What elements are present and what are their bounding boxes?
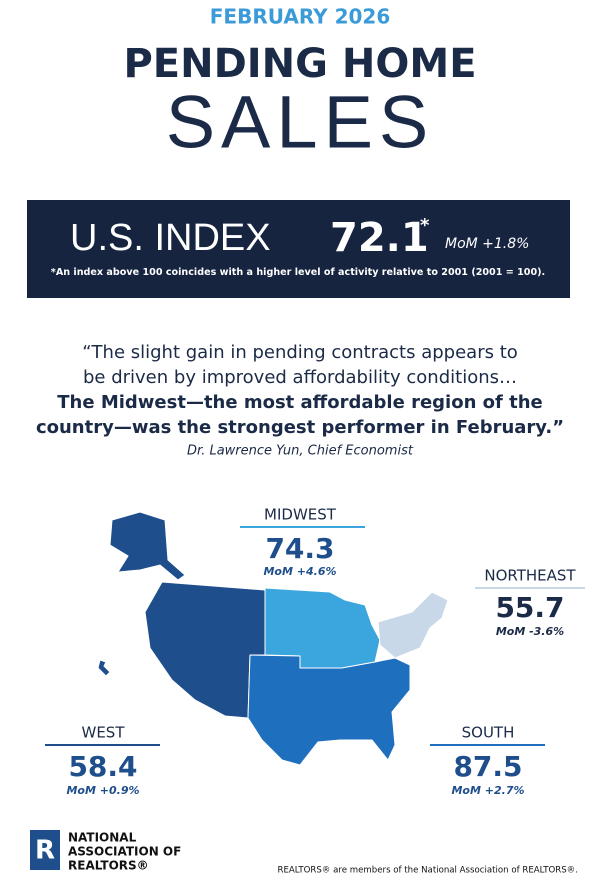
region-index: 87.5 [453, 750, 522, 783]
logo-text: NATIONAL [68, 831, 137, 845]
region-name: NORTHEAST [484, 567, 576, 585]
region-index: 58.4 [68, 750, 137, 783]
west-region [144, 581, 266, 719]
date: FEBRUARY 2026 [210, 5, 391, 29]
region-index: 74.3 [265, 532, 334, 565]
region-name: WEST [82, 724, 126, 742]
northeast-region [377, 591, 449, 659]
index-label: U.S. INDEX [70, 217, 271, 259]
quote-line: be driven by improved affordability cond… [83, 367, 517, 388]
index-value: 72.1 [330, 215, 429, 261]
region-name: MIDWEST [264, 506, 337, 524]
hawaii [97, 659, 111, 677]
attribution: Dr. Lawrence Yun, Chief Economist [187, 444, 414, 459]
logo-text: ASSOCIATION OF [68, 845, 181, 859]
us-map [97, 511, 449, 766]
region-change: MoM +2.7% [451, 784, 524, 797]
index-change: MoM +1.8% [445, 236, 529, 252]
alaska [109, 511, 186, 581]
region-name: SOUTH [462, 724, 515, 742]
quote-line: “The slight gain in pending contracts ap… [82, 342, 518, 363]
quote-line: country—was the strongest performer in F… [36, 417, 564, 438]
region-change: MoM -3.6% [496, 625, 564, 638]
south-region [247, 654, 411, 766]
title: PENDING HOME [123, 41, 476, 87]
region-index: 55.7 [495, 591, 564, 624]
region-change: MoM +4.6% [263, 565, 336, 578]
index-marker: * [420, 215, 430, 236]
logo-block [30, 830, 60, 870]
index-box [27, 200, 570, 298]
logo-text: REALTORS® [68, 859, 149, 873]
quote-line: The Midwest—the most affordable region o… [57, 392, 543, 413]
footer-note: REALTORS® are members of the National As… [277, 866, 578, 876]
footnote: *An index above 100 coincides with a hig… [51, 267, 545, 278]
region-labels: MIDWEST 74.3 MoM +4.6% NORTHEAST 55.7 Mo… [45, 506, 585, 797]
logo-letter: R [35, 836, 55, 866]
region-change: MoM +0.9% [66, 784, 139, 797]
title: SALES [166, 81, 435, 164]
